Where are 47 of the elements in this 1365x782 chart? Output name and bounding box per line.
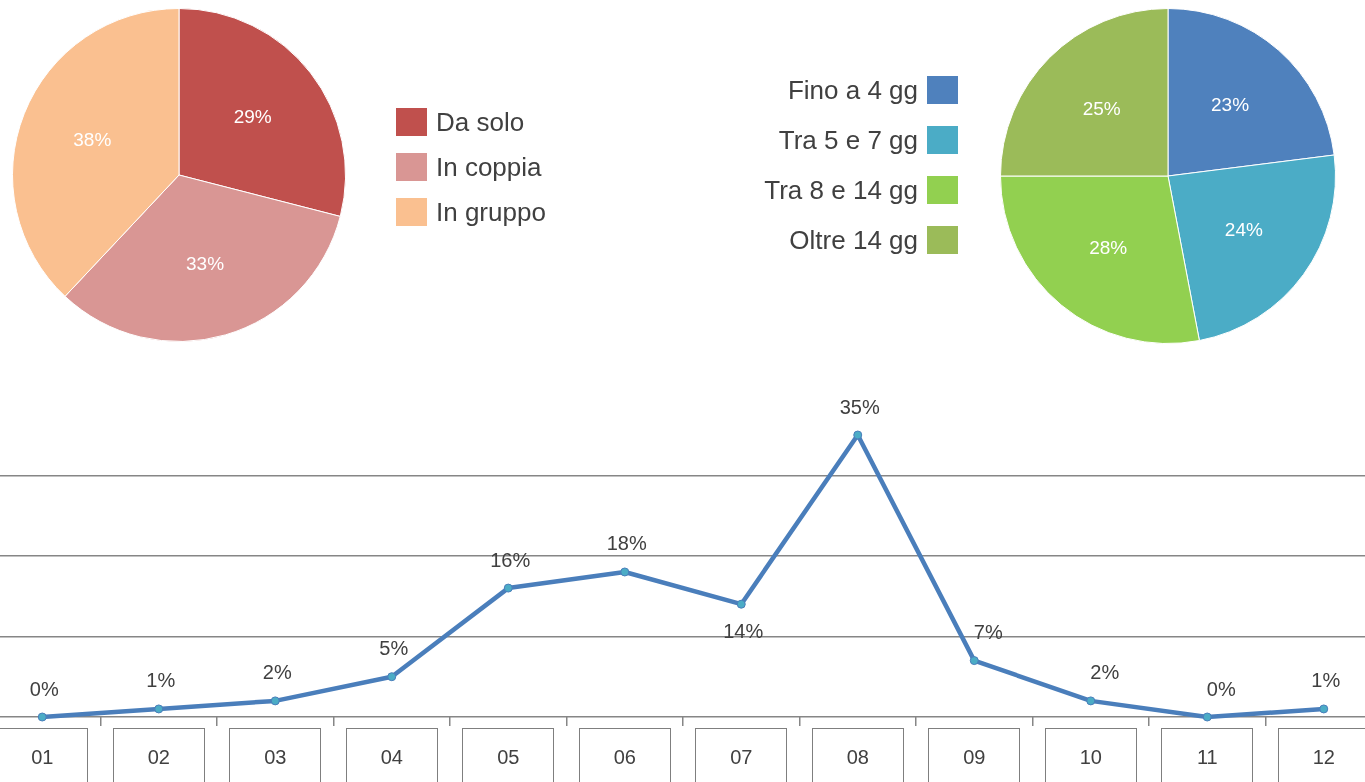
legend-label: Tra 8 e 14 gg <box>764 175 918 205</box>
legend-label: Fino a 4 gg <box>787 75 918 105</box>
point <box>387 672 397 682</box>
data-label: 1% <box>1311 669 1341 692</box>
point <box>270 696 280 706</box>
legend-label: Tra 5 e 7 gg <box>778 125 918 155</box>
x-tick-label: 09 <box>963 745 986 768</box>
data-label: 5% <box>379 637 409 660</box>
data-label: 18% <box>606 532 647 555</box>
data-label: 23% <box>1211 93 1250 115</box>
legend-label: In gruppo <box>436 197 546 227</box>
x-tick-label: 10 <box>1079 745 1102 768</box>
x-tick-label: 07 <box>730 745 753 768</box>
data-label: 24% <box>1224 219 1263 241</box>
point <box>37 712 47 722</box>
legend-label: Da solo <box>436 107 525 137</box>
data-label: 35% <box>839 395 880 418</box>
x-tick-label: 11 <box>1196 745 1218 768</box>
data-label: 0% <box>29 677 59 700</box>
data-label: 28% <box>1089 236 1128 258</box>
data-label: 33% <box>186 252 225 274</box>
x-tick-label: 03 <box>264 745 287 768</box>
data-label: 25% <box>1082 97 1121 119</box>
data-label: 2% <box>262 661 292 684</box>
x-tick-label: 05 <box>497 745 520 768</box>
x-tick-label: 12 <box>1312 745 1335 768</box>
x-tick-label: 02 <box>147 745 170 768</box>
point <box>154 704 164 714</box>
x-tick-label: 08 <box>846 745 869 768</box>
data-label: 29% <box>233 106 272 128</box>
point <box>969 656 979 666</box>
x-tick-label: 06 <box>613 745 636 768</box>
point <box>736 599 746 609</box>
point <box>503 583 513 593</box>
point <box>1319 704 1329 714</box>
point <box>853 430 863 440</box>
data-label: 2% <box>1090 661 1120 684</box>
x-tick-label: 01 <box>31 745 54 768</box>
point <box>1086 696 1096 706</box>
data-label: 38% <box>73 128 112 150</box>
legend-label: In coppia <box>436 152 542 182</box>
data-label: 1% <box>146 669 176 692</box>
data-label: 0% <box>1206 677 1236 700</box>
point <box>620 567 630 577</box>
x-tick-label: 04 <box>380 745 403 768</box>
point <box>1202 712 1212 722</box>
legend-label: Oltre 14 gg <box>789 225 918 255</box>
